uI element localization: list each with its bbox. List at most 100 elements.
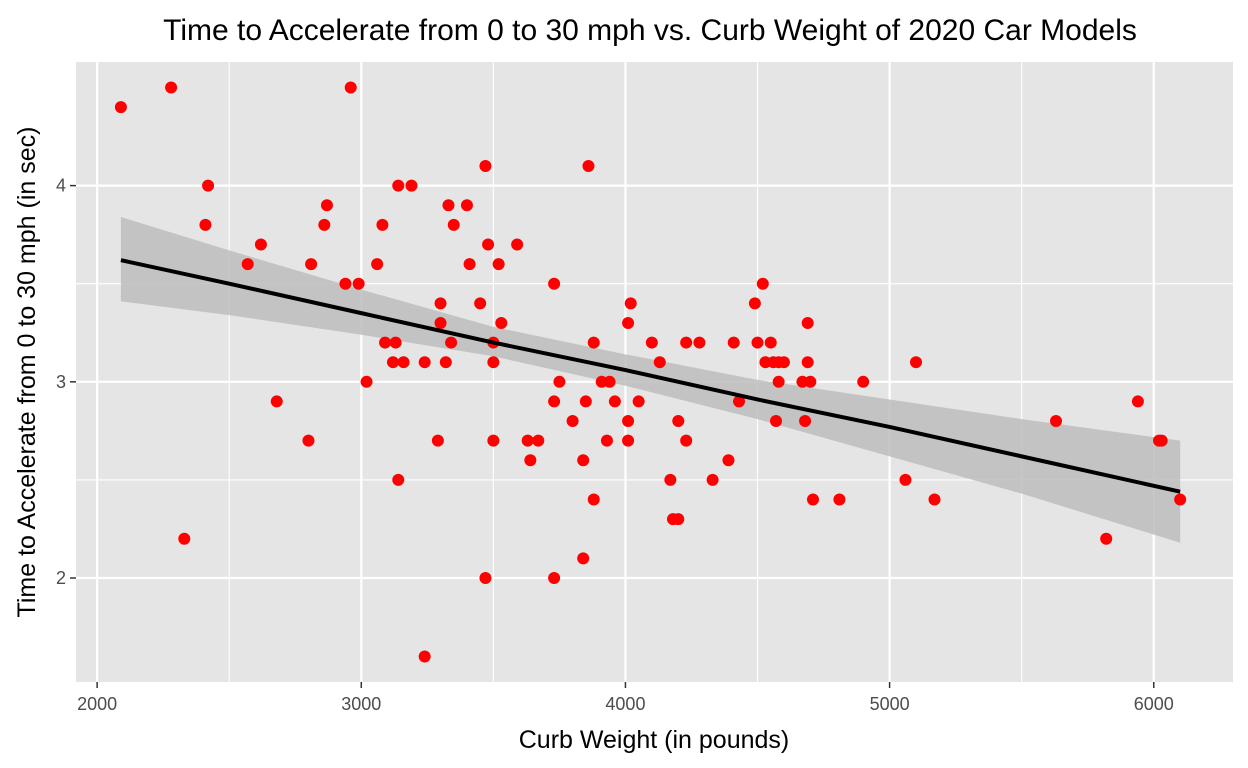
data-point [199,218,212,231]
data-point [1131,395,1144,408]
data-point [418,650,431,663]
data-point [733,395,746,408]
data-point [445,336,458,349]
fit-line [120,258,1181,494]
data-point [521,434,534,447]
data-point [806,493,819,506]
data-point [418,356,431,369]
data-point [622,316,635,329]
data-point [434,316,447,329]
data-point [1100,532,1113,545]
data-points [114,81,1187,663]
grid-lines [76,62,1233,682]
data-point [672,415,685,428]
data-point [582,159,595,172]
data-point [339,277,352,290]
x-axis-title: Curb Weight (in pounds) [519,726,790,754]
data-point [320,199,333,212]
data-point [770,415,783,428]
data-point [804,375,817,388]
data-point [553,375,566,388]
data-point [928,493,941,506]
data-point [706,473,719,486]
data-point [439,356,452,369]
y-tick-label: 3 [56,372,66,392]
data-point [1174,493,1187,506]
data-point [1050,415,1063,428]
data-point [577,552,590,565]
x-tick-label: 6000 [1134,694,1174,714]
data-point [645,336,658,349]
x-tick-label: 5000 [870,694,910,714]
data-point [577,454,590,467]
data-point [548,572,561,585]
data-point [479,572,492,585]
data-point [722,454,735,467]
confidence-band [120,217,1181,543]
data-point [405,179,418,192]
data-point [352,277,365,290]
data-point [624,297,637,310]
data-point [511,238,524,251]
y-axis-title: Time to Accelerate from 0 to 30 mph (in … [13,127,41,618]
data-point [241,258,254,271]
data-point [165,81,178,94]
data-point [772,375,785,388]
data-point [1155,434,1168,447]
data-point [447,218,460,231]
regression-line [120,258,1181,494]
data-point [254,238,267,251]
data-point [764,336,777,349]
data-point [801,316,814,329]
data-point [495,316,508,329]
data-point [756,277,769,290]
y-tick-label: 2 [56,568,66,588]
data-point [751,336,764,349]
data-point [910,356,923,369]
data-point [318,218,331,231]
data-point [178,532,191,545]
data-point [579,395,592,408]
axes: 2000 3000 4000 5000 6000 2 3 4 [56,176,1174,714]
data-point [566,415,579,428]
data-point [376,218,389,231]
data-point [748,297,761,310]
data-point [434,297,447,310]
data-point [727,336,740,349]
y-tick-label: 4 [56,176,66,196]
data-point [371,258,384,271]
data-point [622,434,635,447]
data-point [548,395,561,408]
data-point [600,434,613,447]
data-point [653,356,666,369]
data-point [603,375,616,388]
data-point [270,395,283,408]
data-point [487,356,500,369]
data-point [672,513,685,526]
confidence-band-area [120,217,1181,543]
data-point [777,356,790,369]
data-point [632,395,645,408]
x-tick-label: 4000 [605,694,645,714]
data-point [532,434,545,447]
data-point [587,493,600,506]
data-point [479,159,492,172]
data-point [302,434,315,447]
data-point [492,258,505,271]
data-point [680,434,693,447]
data-point [397,356,410,369]
data-point [114,101,127,114]
data-point [587,336,600,349]
data-point [799,415,812,428]
data-point [344,81,357,94]
data-point [899,473,912,486]
chart-title: Time to Accelerate from 0 to 30 mph vs. … [163,14,1137,47]
data-point [693,336,706,349]
data-point [487,434,500,447]
data-point [386,356,399,369]
data-point [482,238,495,251]
data-point [392,473,405,486]
data-point [857,375,870,388]
data-point [608,395,621,408]
